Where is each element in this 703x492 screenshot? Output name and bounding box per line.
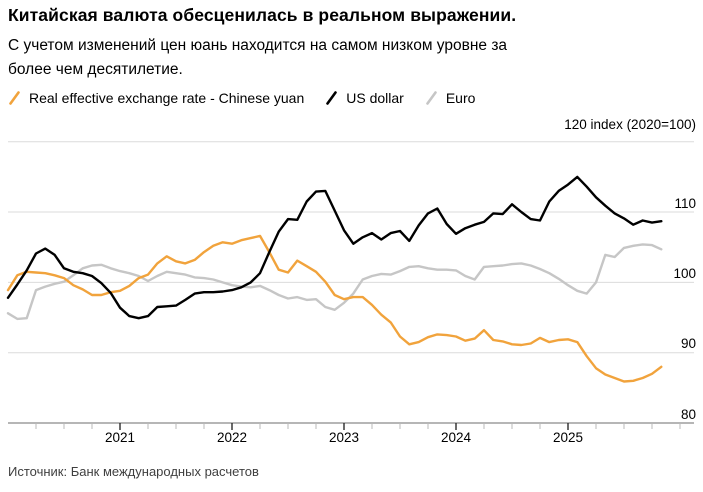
- legend-item-euro: Euro: [425, 90, 476, 106]
- y-axis-label-90: 90: [680, 336, 696, 352]
- series-line-euro: [6, 243, 663, 321]
- legend-slash-icon: [426, 91, 437, 105]
- x-axis-label-2021: 2021: [104, 430, 136, 445]
- legend-label: US dollar: [346, 90, 404, 106]
- chart-legend: Real effective exchange rate - Chinese y…: [8, 90, 475, 106]
- page-title: Китайская валюта обесценилась в реальном…: [8, 5, 517, 25]
- legend-label: Real effective exchange rate - Chinese y…: [29, 90, 305, 106]
- legend-label: Euro: [445, 90, 476, 106]
- legend-item-yuan: Real effective exchange rate - Chinese y…: [8, 90, 304, 106]
- chart-subtitle: С учетом изменений цен юань находится на…: [8, 34, 507, 82]
- chart-subtitle-line-1: С учетом изменений цен юань находится на…: [8, 37, 508, 54]
- x-axis-label-2023: 2023: [328, 430, 360, 445]
- legend-slash-icon: [9, 91, 20, 105]
- x-axis-label-2022: 2022: [216, 430, 248, 445]
- series-line-yuan: [6, 234, 663, 383]
- x-axis-label-2025: 2025: [552, 430, 584, 445]
- chart-subtitle-line-2: более чем десятилетие.: [8, 61, 183, 78]
- source-note: Источник: Банк международных расчетов: [8, 464, 259, 479]
- y-axis-label-100: 100: [673, 265, 696, 281]
- legend-slash-icon: [326, 91, 338, 105]
- y-axis-unit-label: 120 index (2020=100): [564, 117, 696, 132]
- series-line-us-dollar: [6, 175, 663, 320]
- x-axis-label-2024: 2024: [440, 430, 472, 445]
- y-axis-label-110: 110: [674, 195, 696, 211]
- legend-item-us-dollar: US dollar: [325, 90, 404, 106]
- y-axis-label-80: 80: [680, 406, 696, 422]
